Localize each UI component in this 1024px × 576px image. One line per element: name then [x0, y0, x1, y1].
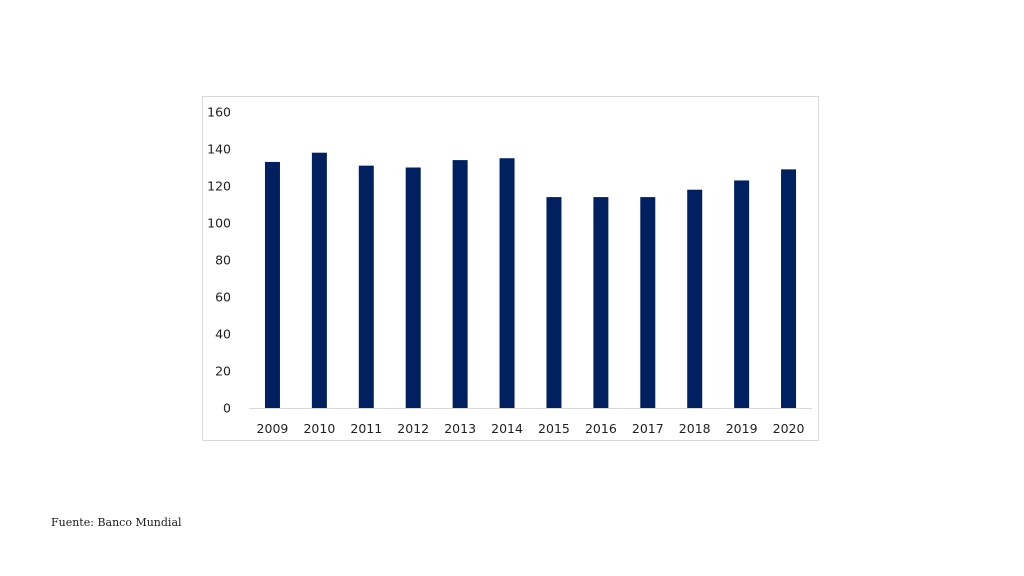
x-tick-label: 2020 [773, 421, 805, 436]
y-tick-label: 160 [207, 105, 231, 120]
bar-2018 [687, 189, 703, 408]
x-tick-label: 2014 [491, 421, 523, 436]
x-tick-label: 2009 [257, 421, 289, 436]
bar-2013 [452, 160, 468, 408]
x-tick-label: 2015 [538, 421, 570, 436]
x-tick-label: 2012 [397, 421, 429, 436]
x-tick-label: 2016 [585, 421, 617, 436]
x-tick-label: 2018 [679, 421, 711, 436]
y-tick-label: 20 [215, 364, 231, 379]
bar-2010 [311, 152, 327, 408]
y-tick-label: 80 [215, 253, 231, 268]
x-tick-label: 2010 [303, 421, 335, 436]
bar-2019 [734, 180, 750, 408]
y-tick-label: 100 [207, 216, 231, 231]
bar-2015 [546, 197, 562, 408]
bar-2009 [264, 161, 280, 408]
bar-2016 [593, 197, 609, 408]
bar-2017 [640, 197, 656, 408]
bar-chart: 0 20 40 60 80 100 120 140 160 2009 2010 2011 2012 201… [207, 105, 812, 436]
y-tick-label: 60 [215, 290, 231, 305]
bar-2020 [781, 169, 797, 408]
x-tick-label: 2011 [350, 421, 382, 436]
y-tick-label: 0 [223, 401, 231, 416]
y-tick-label: 140 [207, 142, 231, 157]
x-tick-label: 2013 [444, 421, 476, 436]
y-tick-label: 40 [215, 327, 231, 342]
bar-2014 [499, 158, 515, 408]
x-tick-label: 2017 [632, 421, 664, 436]
chart-container: 0 20 40 60 80 100 120 140 160 2009 2010 2011 2012 201… [202, 96, 819, 441]
y-tick-label: 120 [207, 179, 231, 194]
bar-2011 [358, 165, 374, 408]
bar-2012 [405, 167, 421, 408]
x-tick-label: 2019 [726, 421, 758, 436]
source-note: Fuente: Banco Mundial [51, 516, 182, 529]
